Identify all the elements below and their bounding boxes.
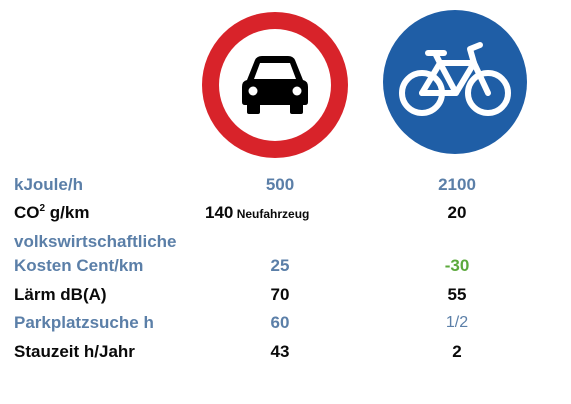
row-label: CO2 g/km [14, 203, 90, 222]
table-row: Kosten Cent/km 25 -30 [0, 252, 571, 280]
table-row: Parkplatzsuche h 60 1/2 [0, 309, 571, 337]
bicycle-icon [383, 10, 527, 154]
row-label: Parkplatzsuche h [14, 313, 154, 332]
car-icon [202, 12, 348, 158]
bike-value: 1/2 [445, 314, 469, 331]
subscript-two: 2 [39, 203, 46, 214]
bike-value: -30 [444, 256, 470, 275]
car-value: 70 [270, 285, 290, 304]
table-row: Lärm dB(A) 70 55 [0, 281, 571, 309]
table-row: CO2 g/km 140 Neufahrzeug 20 [0, 199, 571, 227]
row-label: volkswirtschaftliche [14, 232, 177, 251]
car-value: 500 [265, 175, 295, 194]
row-label: Kosten Cent/km [14, 256, 144, 275]
table-row: Stauzeit h/Jahr 43 2 [0, 338, 571, 366]
no-motor-vehicles-sign [200, 10, 350, 160]
row-label: kJoule/h [14, 175, 83, 194]
table-row: volkswirtschaftliche [0, 228, 571, 256]
bike-value: 20 [447, 203, 467, 222]
car-value: 43 [270, 342, 290, 361]
row-label: Stauzeit h/Jahr [14, 342, 135, 361]
car-value: 140 Neufahrzeug [205, 203, 310, 222]
cycle-path-sign [382, 9, 528, 155]
car-value-note: Neufahrzeug [233, 207, 310, 221]
car-value: 60 [270, 313, 290, 332]
bike-value: 55 [447, 285, 467, 304]
row-label: Lärm dB(A) [14, 285, 107, 304]
bike-value: 2 [452, 342, 462, 361]
bike-value: 2100 [438, 175, 476, 194]
table-row: kJoule/h 500 2100 [0, 171, 571, 199]
car-value: 25 [270, 256, 290, 275]
